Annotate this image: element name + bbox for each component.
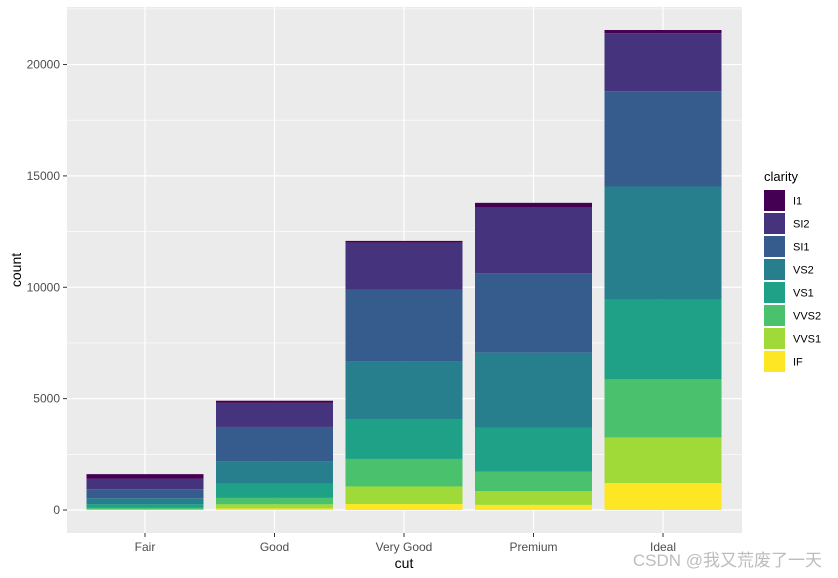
bar-segment-fair-i1 [86, 474, 204, 479]
legend-key-si1 [764, 236, 785, 257]
bar-segment-very-good-vs2 [345, 361, 463, 420]
bar-segment-ideal-vs1 [604, 299, 722, 380]
bar-segment-fair-vs1 [86, 504, 204, 508]
x-tick-label: Good [260, 540, 289, 554]
bar-segment-good-si1 [216, 426, 333, 462]
bar-segment-good-i1 [216, 400, 333, 403]
bar-segment-fair-si2 [86, 478, 204, 490]
bar-segment-premium-vs1 [475, 427, 592, 472]
x-tick-label: Very Good [376, 540, 433, 554]
legend-label-if: IF [793, 357, 803, 369]
legend: clarity I1 SI2 SI1 VS2 VS1 VVS2 VVS1 IF [764, 169, 821, 372]
legend-label-vvs1: VVS1 [793, 334, 821, 346]
legend-title: clarity [764, 169, 798, 184]
x-axis: Fair Good Very Good Premium Ideal [135, 533, 676, 554]
legend-key-vvs2 [764, 305, 785, 326]
y-tick-label: 10000 [27, 280, 61, 294]
bar-segment-fair-vs2 [86, 498, 204, 505]
bars [86, 30, 722, 510]
legend-label-vvs2: VVS2 [793, 311, 821, 323]
legend-key-si2 [764, 213, 785, 234]
bar-segment-premium-vs2 [475, 352, 592, 428]
x-axis-title: cut [395, 555, 414, 571]
legend-label-si1: SI1 [793, 242, 810, 254]
bar-segment-premium-vvs2 [475, 471, 592, 492]
bar-segment-ideal-if [604, 483, 722, 510]
bar-segment-ideal-vvs1 [604, 437, 722, 484]
bar-segment-premium-i1 [475, 202, 592, 208]
bar-segment-ideal-si2 [604, 33, 722, 92]
legend-key-i1 [764, 190, 785, 211]
bar-segment-very-good-vvs2 [345, 458, 463, 487]
bar-segment-fair-vvs2 [86, 507, 204, 510]
bar-segment-very-good-si2 [345, 242, 463, 290]
bar-segment-good-vs1 [216, 483, 333, 498]
bar-segment-fair-si1 [86, 489, 204, 499]
bar-segment-good-if [216, 508, 333, 510]
bar-segment-very-good-i1 [345, 240, 463, 243]
bar-segment-premium-vvs1 [475, 491, 592, 505]
x-tick-label: Fair [135, 540, 156, 554]
y-tick-label: 5000 [33, 392, 60, 406]
bar-segment-ideal-i1 [604, 30, 722, 34]
bar-segment-premium-si1 [475, 273, 592, 353]
legend-key-if [764, 351, 785, 372]
watermark: CSDN @我又荒废了一天 [633, 551, 822, 570]
legend-label-i1: I1 [793, 196, 802, 208]
bar-segment-very-good-if [345, 504, 463, 510]
legend-key-vs2 [764, 259, 785, 280]
x-tick-label: Premium [509, 540, 557, 554]
bar-segment-ideal-si1 [604, 91, 722, 187]
bar-segment-good-si2 [216, 402, 333, 427]
legend-key-vvs1 [764, 328, 785, 349]
bar-segment-ideal-vs2 [604, 186, 722, 300]
bar-segment-good-vvs2 [216, 497, 333, 505]
x-tick-label: Ideal [650, 540, 676, 554]
bar-segment-very-good-vvs1 [345, 486, 463, 505]
bar-segment-good-vs2 [216, 461, 333, 484]
legend-label-vs2: VS2 [793, 265, 814, 277]
y-tick-label: 0 [53, 503, 60, 517]
bar-segment-good-vvs1 [216, 504, 333, 509]
legend-label-vs1: VS1 [793, 288, 814, 300]
y-tick-label: 20000 [27, 58, 61, 72]
bar-segment-very-good-vs1 [345, 419, 463, 459]
legend-key-vs1 [764, 282, 785, 303]
bar-segment-premium-if [475, 504, 592, 510]
legend-label-si2: SI2 [793, 219, 810, 231]
y-axis: 0 5000 10000 15000 20000 [27, 58, 67, 517]
bar-segment-very-good-si1 [345, 289, 463, 362]
bar-segment-ideal-vvs2 [604, 379, 722, 438]
y-tick-label: 15000 [27, 169, 61, 183]
bar-segment-premium-si2 [475, 207, 592, 274]
y-axis-title: count [8, 253, 24, 287]
